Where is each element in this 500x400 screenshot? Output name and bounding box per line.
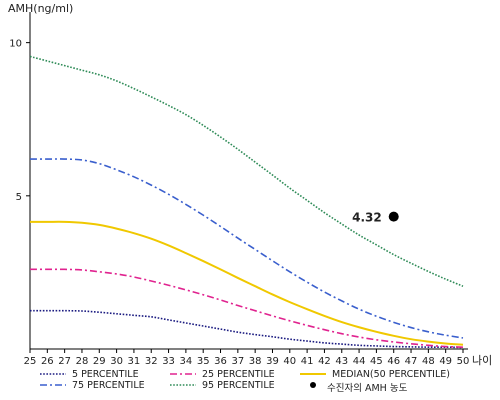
x-tick-label: 38 [249,356,262,367]
x-tick-label: 40 [283,356,296,367]
x-tick-label: 27 [58,356,71,367]
x-tick-label: 32 [145,356,158,367]
series-line-25-percentile [29,268,464,348]
series-line-5-percentile [29,309,464,349]
legend-marker-patient [310,382,316,388]
x-tick-label: 45 [370,356,383,367]
y-tick-label: 10 [9,39,22,50]
x-tick-label: 25 [24,356,37,367]
series-line-median-50-percentile [29,220,464,346]
x-ticks: 25 26 27 28 29 30 31 32 33 34 35 36 37 38 39 40 41 42 43 44… [24,349,470,367]
series-lines [29,55,464,349]
legend-label: 5 PERCENTILE [72,369,139,380]
legend-label: 25 PERCENTILE [202,369,275,380]
x-tick-label: 41 [301,356,314,367]
legend-label: 75 PERCENTILE [72,380,145,391]
x-tick-label: 31 [128,356,141,367]
patient-amh-point [388,211,399,222]
series-line-95-percentile [29,55,464,287]
x-axis-title: 나이 [472,354,492,367]
x-tick-label: 49 [439,356,452,367]
legend: 5 PERCENTILE 25 PERCENTILE MEDIAN(50 PERCE… [40,369,450,394]
x-tick-label: 44 [353,356,366,367]
x-tick-label: 33 [162,356,175,367]
x-tick-label: 36 [214,356,227,367]
x-tick-label: 39 [266,356,279,367]
series-line-75-percentile [29,158,464,339]
x-tick-label: 28 [76,356,89,367]
y-ticks: 5 10 [9,39,30,203]
x-tick-label: 26 [41,356,54,367]
axes [29,12,468,350]
x-tick-label: 43 [335,356,348,367]
x-tick-label: 48 [422,356,435,367]
x-tick-label: 30 [110,356,123,367]
y-tick-label: 5 [16,192,22,203]
x-tick-label: 37 [231,356,244,367]
annotation: 4.32 [352,211,399,225]
x-tick-label: 35 [197,356,210,367]
legend-label: 95 PERCENTILE [202,380,275,391]
patient-amh-value-label: 4.32 [352,211,382,225]
x-tick-label: 50 [457,356,470,367]
x-tick-label: 46 [387,356,400,367]
legend-label-patient: 수진자의 AMH 농도 [327,383,408,394]
x-tick-label: 29 [93,356,106,367]
legend-label: MEDIAN(50 PERCENTILE) [332,369,450,380]
x-tick-label: 34 [180,356,193,367]
x-tick-label: 47 [405,356,418,367]
x-tick-label: 42 [318,356,331,367]
y-axis-title: AMH(ng/ml) [8,2,73,15]
